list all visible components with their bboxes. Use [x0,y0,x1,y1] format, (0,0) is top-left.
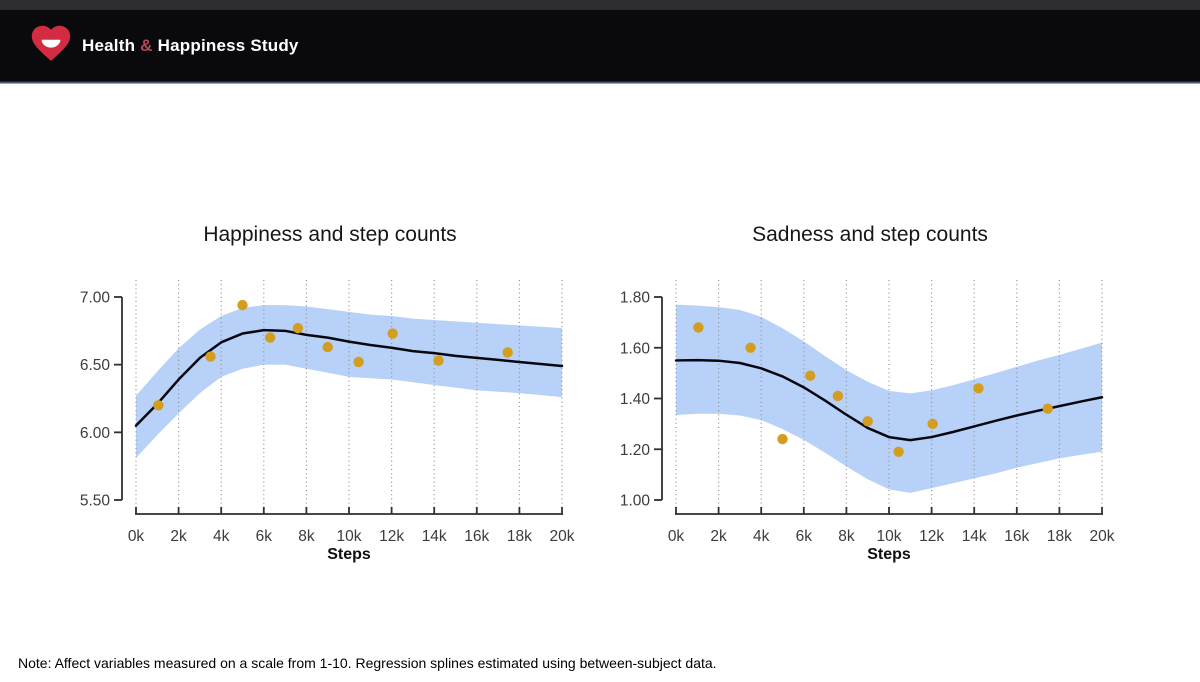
y-tick-label: 1.20 [620,442,651,459]
app-title-ampersand: & [140,35,153,55]
confidence-band [136,305,562,459]
x-tick-label: 8k [838,528,855,545]
regression-spline [134,328,564,427]
y-tick-label: 1.80 [620,290,651,307]
data-point [264,332,276,343]
y-axis: 1.00 1.20 1.40 1.60 1.80 [620,290,663,510]
x-axis-label: Steps [867,546,911,563]
x-tick-label: 20k [1090,528,1115,545]
x-tick-label: 4k [753,528,770,545]
x-axis: 0k 2k 4k 6k 8k 10k 12k 14k 16k 18k 20k [668,507,1115,545]
data-point [832,390,844,402]
data-point [893,446,904,457]
x-tick-label: 0k [128,528,145,545]
app-title: Health & Happiness Study [82,10,299,81]
y-tick-label: 1.00 [620,493,651,510]
x-tick-label: 2k [710,528,727,545]
data-point [353,356,364,368]
scatter-points [693,322,1053,457]
data-point [237,299,248,311]
sadness-chart: 0k 2k 4k 6k 8k 10k 12k 14k 16k 18k 20k Steps 1.00 1.2… [620,223,1115,563]
x-tick-label: 6k [256,528,273,545]
y-tick-label: 1.40 [620,391,651,408]
data-point [777,433,788,445]
app-header: Health & Happiness Study [0,0,1200,81]
x-axis: 0k 2k 4k 6k 8k 10k 12k 14k 16k 18k 20k [128,507,575,545]
gridlines [135,280,563,512]
app-title-health: Health [82,35,136,55]
regression-spline [674,358,1104,442]
y-tick-label: 5.50 [80,493,111,510]
data-point [745,342,756,353]
data-point [292,322,304,334]
x-tick-label: 8k [298,528,315,545]
x-tick-label: 10k [877,528,902,545]
x-tick-label: 0k [668,528,685,545]
happiness-chart: 0k 2k 4k 6k 8k 10k 12k 14k 16k 18k 20k Steps 5.50 6.0… [80,223,575,563]
x-tick-label: 16k [1004,528,1029,545]
chart-title: Happiness and step counts [203,223,456,246]
x-tick-label: 18k [1047,528,1072,545]
data-point [387,328,398,339]
data-point [1042,403,1053,414]
x-tick-label: 14k [422,528,447,545]
scatter-points [153,299,513,411]
data-point [693,322,704,333]
y-tick-label: 7.00 [80,290,111,307]
chart-title: Sadness and step counts [752,223,988,246]
x-axis-label: Steps [327,546,371,563]
app-title-rest: Happiness Study [157,35,299,55]
data-point [927,418,938,430]
y-tick-label: 6.50 [80,357,111,374]
x-tick-label: 18k [507,528,532,545]
x-tick-label: 12k [919,528,944,545]
data-point [153,400,164,411]
x-tick-label: 4k [213,528,230,545]
x-tick-label: 14k [962,528,987,545]
header-top-strip [0,0,1200,10]
confidence-band [676,304,1102,493]
x-tick-label: 10k [337,528,362,545]
y-axis: 5.50 6.00 6.50 7.00 [80,290,123,510]
data-point [433,355,444,366]
gridlines [675,280,1103,512]
x-tick-label: 16k [464,528,489,545]
data-point [502,347,513,358]
y-tick-label: 1.60 [620,340,651,357]
data-point [205,351,216,362]
data-point [804,370,816,381]
x-tick-label: 12k [379,528,404,545]
heart-smile-icon [31,25,71,61]
x-tick-label: 20k [550,528,575,545]
footnote: Note: Affect variables measured on a sca… [18,655,717,671]
header-separator [0,81,1200,84]
data-point [862,416,873,427]
x-tick-label: 6k [796,528,813,545]
y-tick-label: 6.00 [80,425,111,442]
x-tick-label: 2k [170,528,187,545]
data-point [973,383,984,394]
data-point [322,341,333,353]
